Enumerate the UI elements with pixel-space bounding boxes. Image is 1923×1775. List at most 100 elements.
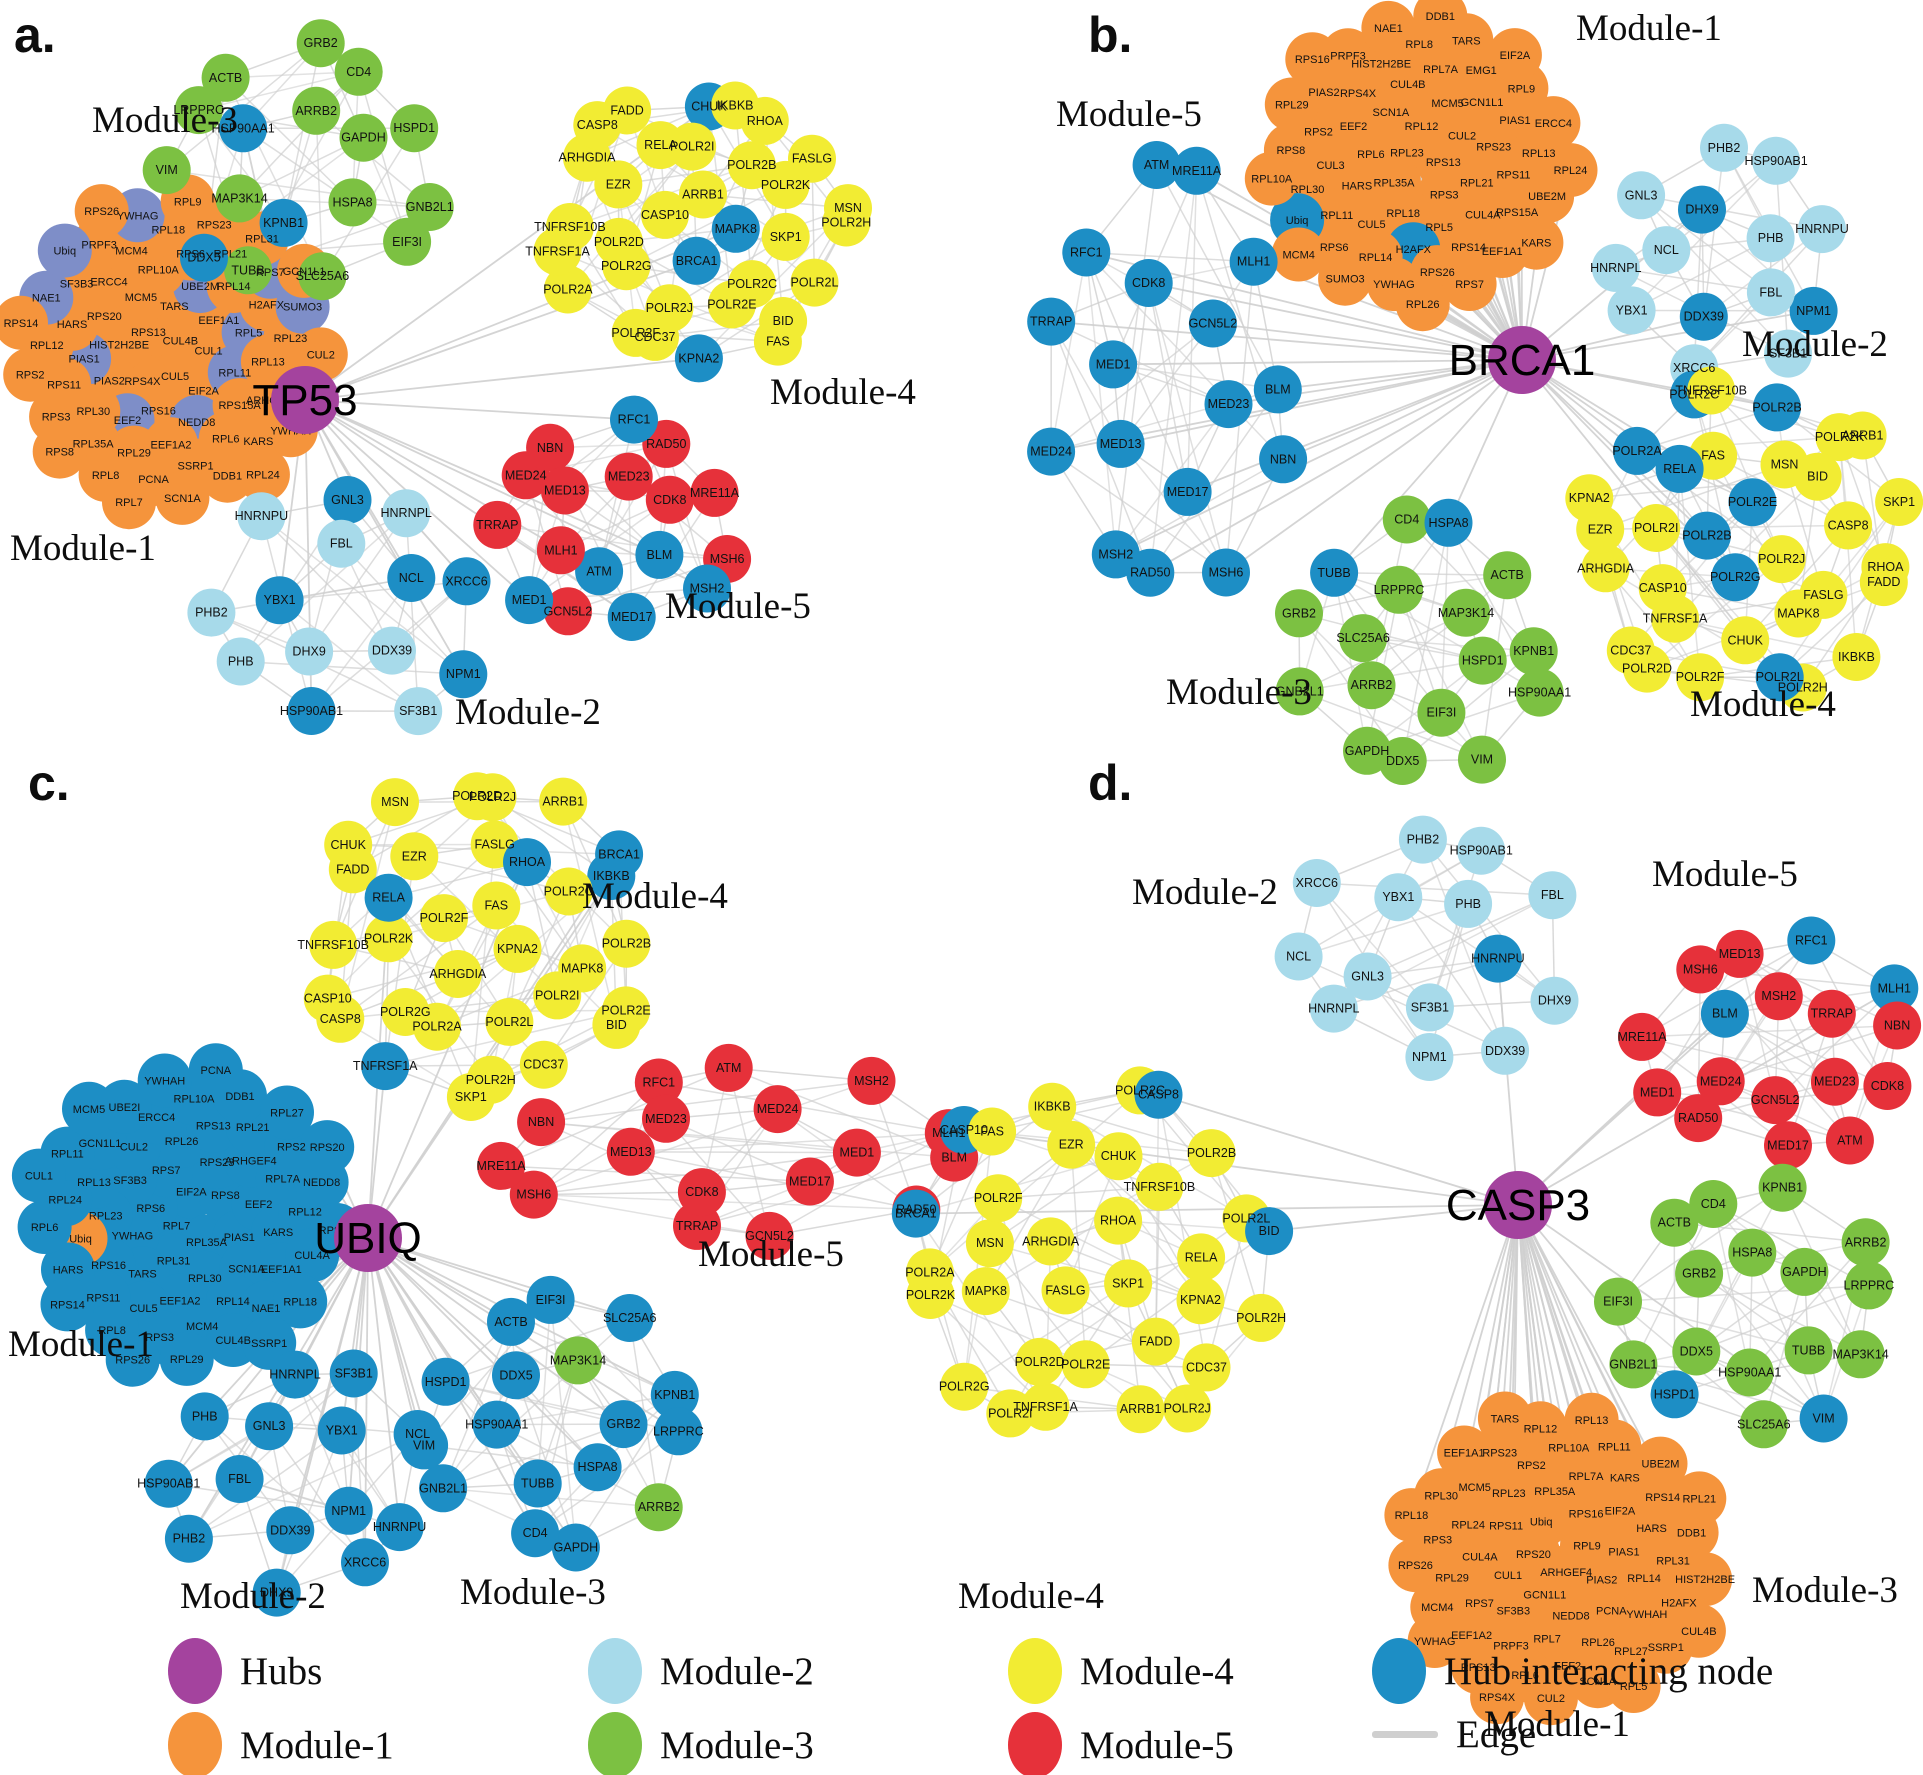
node-PHB2 — [187, 588, 236, 637]
module-label-module-5: Module-5 — [665, 586, 811, 627]
edge — [1739, 953, 1898, 1027]
node-HNRNPL — [1591, 243, 1640, 292]
node-CUL2 — [1523, 1671, 1578, 1726]
edge — [1147, 282, 1189, 493]
edge — [1615, 267, 1772, 294]
node-POLR2H — [822, 198, 871, 247]
node-PHB — [1746, 214, 1795, 263]
node-ARHGDIA — [1026, 1217, 1075, 1266]
node-GRB2 — [1275, 589, 1323, 638]
module-label-module-2: Module-2 — [1132, 872, 1278, 913]
edge — [625, 184, 786, 267]
node-SLC25A6 — [1739, 1400, 1788, 1449]
edge — [1205, 1218, 1248, 1368]
node-PCNA — [188, 1043, 243, 1098]
node-RPL10A — [1244, 151, 1299, 206]
node-ARRB1 — [1116, 1385, 1165, 1434]
node-MCM5 — [62, 1081, 116, 1136]
node-POLR2J — [1757, 535, 1806, 584]
node-BRCA1 — [891, 1189, 940, 1238]
node-POLR2K — [364, 914, 413, 963]
node-NPM1 — [1789, 286, 1838, 335]
node-POLR2G — [381, 988, 430, 1036]
node-POLR2J — [468, 773, 517, 822]
node-DDX5 — [1672, 1327, 1721, 1376]
edge — [1298, 955, 1506, 1052]
edge — [665, 1118, 811, 1183]
node-POLR2J — [645, 284, 694, 333]
edge — [963, 1129, 1519, 1206]
node-MRE11A — [690, 468, 739, 517]
node-MSH2 — [683, 564, 731, 613]
node-MED13 — [1715, 929, 1764, 978]
node-GNB2L1 — [419, 1464, 468, 1513]
edge — [367, 1237, 630, 1319]
edge — [1641, 939, 1812, 1038]
node-NCL — [1642, 226, 1691, 275]
edge — [304, 399, 635, 421]
node-RPL24 — [1543, 143, 1598, 198]
node-CASP10 — [1638, 564, 1687, 613]
node-HSPD1 — [390, 104, 439, 153]
node-HSPA8 — [573, 1443, 622, 1492]
module-label-module-2: Module-2 — [455, 692, 601, 733]
node-CHUK — [1721, 616, 1770, 665]
hub-node-UBIQ — [334, 1204, 402, 1272]
edge — [541, 1080, 872, 1123]
edge — [1517, 1204, 1593, 1421]
edge — [1397, 896, 1506, 1052]
edge — [339, 801, 396, 1019]
edge — [1086, 251, 1254, 263]
node-GNB2L1 — [1609, 1340, 1658, 1389]
node-CD4 — [334, 47, 383, 96]
node-GNL3 — [1617, 171, 1666, 220]
node-NAE1 — [1361, 0, 1416, 55]
edge — [445, 1381, 624, 1425]
node-BRCA1 — [672, 236, 721, 285]
edge — [728, 1067, 955, 1159]
edge — [1617, 1187, 1784, 1303]
node-LRPPRC — [1844, 1261, 1893, 1310]
node-GAPDH — [339, 113, 388, 162]
node-NBN — [517, 1098, 566, 1147]
node-ACTB — [487, 1297, 535, 1346]
module-label-module-3: Module-3 — [460, 1572, 606, 1613]
edge — [1148, 282, 1523, 361]
node-POLR2D — [1015, 1337, 1064, 1386]
edge — [1070, 1144, 1087, 1365]
node-SKP1 — [1104, 1259, 1153, 1308]
edge — [1712, 455, 1800, 614]
node-RPS4X — [1470, 1670, 1525, 1725]
edge — [1656, 953, 1741, 1093]
node-POLR2A — [1613, 426, 1661, 475]
edge — [1631, 160, 1777, 311]
edge — [1698, 1241, 1866, 1275]
panel-letter-c: c. — [28, 755, 70, 811]
node-TRRAP — [1807, 989, 1856, 1038]
node-RPL26 — [1395, 277, 1450, 332]
edge — [929, 1089, 1141, 1273]
node-FAS — [753, 317, 802, 366]
node-POLR2F — [420, 894, 468, 943]
node-RPL24 — [235, 447, 290, 502]
edge — [1155, 1186, 1161, 1342]
edge — [385, 1063, 544, 1067]
node-TUBB — [1310, 548, 1359, 597]
edge — [1316, 882, 1431, 1008]
node-FBL — [1528, 871, 1577, 920]
edge — [658, 1081, 949, 1134]
edge — [1316, 882, 1553, 896]
node-HSP90AB1 — [287, 687, 336, 735]
edge — [405, 513, 419, 712]
node-RPL18 — [273, 1274, 328, 1329]
edge — [304, 399, 468, 582]
node-BID — [1245, 1207, 1294, 1256]
edge — [989, 1242, 1087, 1365]
node-MAPK8 — [1774, 589, 1823, 638]
node-GAPDH — [1780, 1247, 1829, 1296]
edge — [1738, 953, 1776, 1101]
node-SF3B1 — [1405, 983, 1454, 1032]
node-KPNA2 — [1176, 1276, 1225, 1325]
edge — [1497, 958, 1519, 1206]
edge — [1517, 1204, 1825, 1420]
